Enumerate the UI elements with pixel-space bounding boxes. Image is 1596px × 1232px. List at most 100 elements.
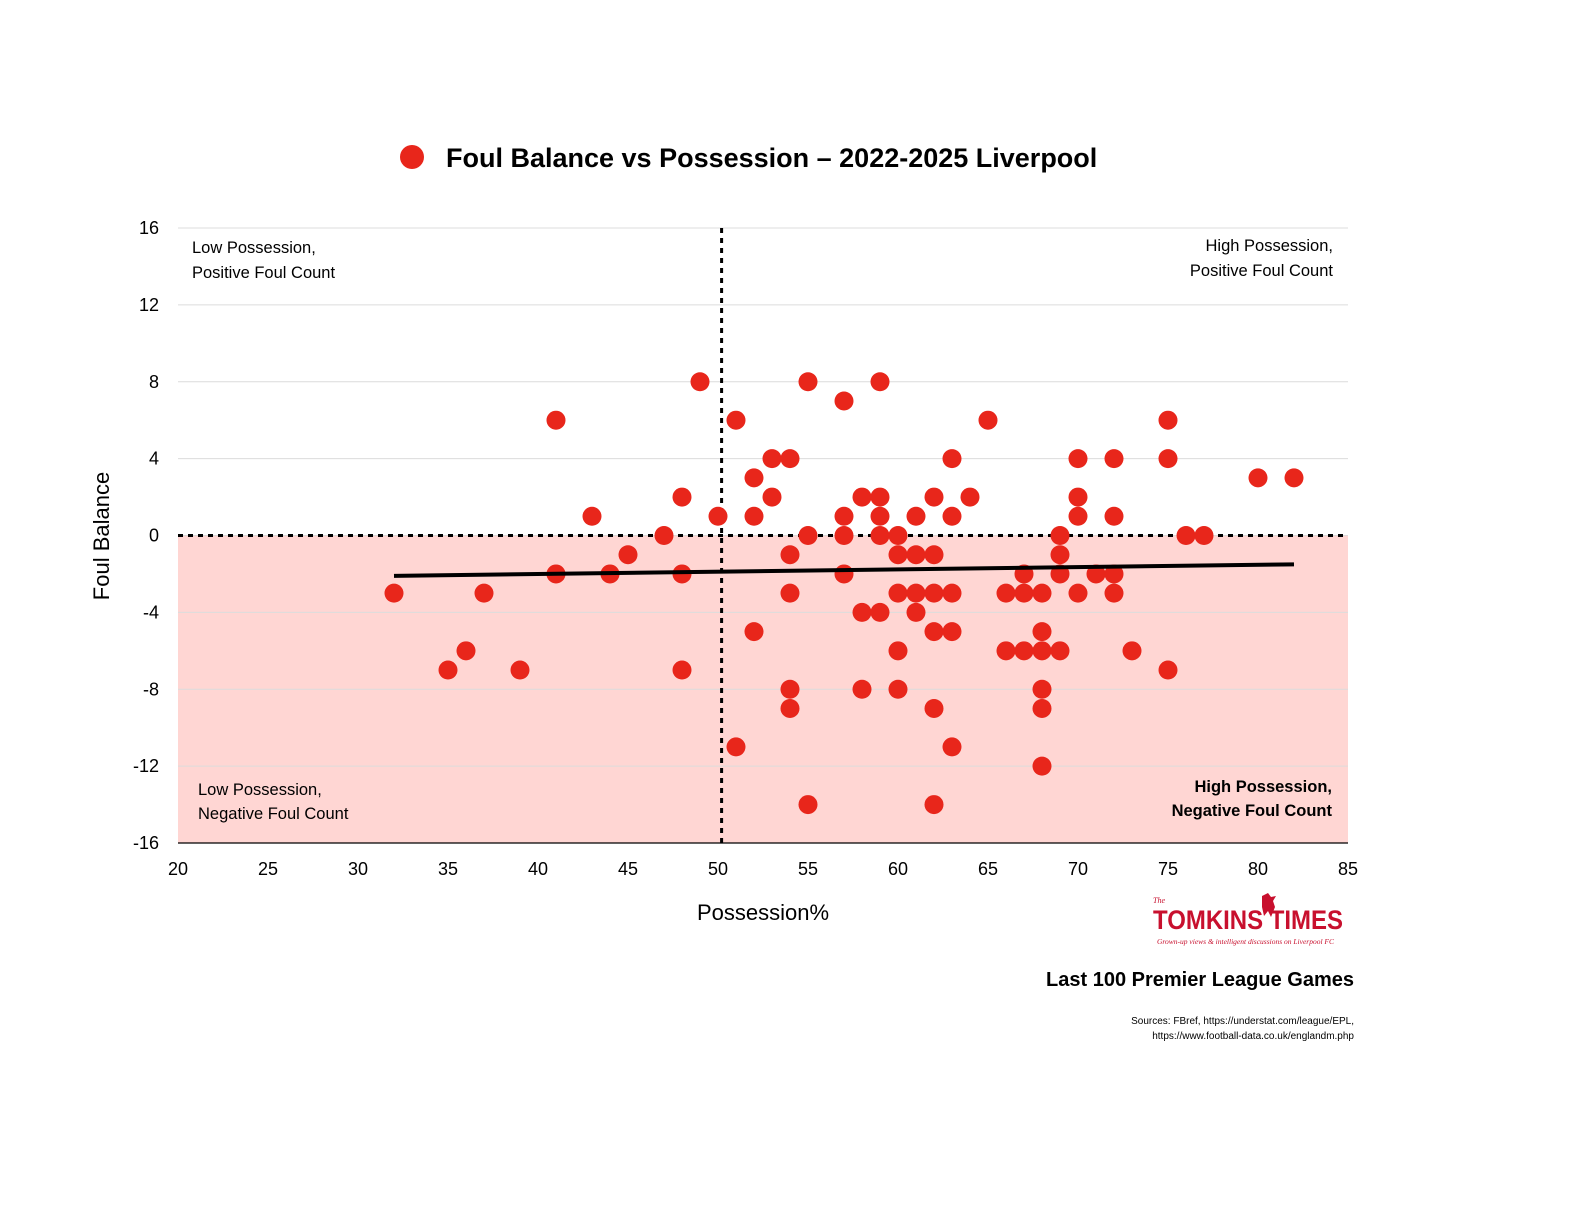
data-point: [798, 795, 818, 815]
data-point: [744, 622, 764, 642]
data-point: [438, 660, 458, 680]
quadrant-bottom-left-line-2: Negative Foul Count: [198, 805, 349, 823]
data-point: [942, 506, 962, 526]
data-point: [1014, 583, 1034, 603]
logo-tagline: Grown-up views & intelligent discussions…: [1157, 937, 1335, 946]
data-points: [384, 372, 1304, 815]
x-tick-label: 35: [438, 859, 458, 879]
data-point: [888, 545, 908, 565]
data-point: [1194, 526, 1214, 545]
data-point: [1068, 487, 1088, 507]
data-point: [672, 660, 692, 680]
data-point: [996, 583, 1016, 603]
data-point: [798, 372, 818, 392]
x-tick-label: 25: [258, 859, 278, 879]
x-tick-label: 70: [1068, 859, 1088, 879]
data-point: [384, 583, 404, 603]
x-tick-label: 45: [618, 859, 638, 879]
y-tick-label: -16: [133, 833, 159, 853]
data-point: [834, 391, 854, 411]
data-point: [870, 372, 890, 392]
data-point: [924, 622, 944, 642]
data-point: [942, 583, 962, 603]
data-point: [474, 583, 494, 603]
data-point: [996, 641, 1016, 661]
data-point: [1050, 526, 1070, 545]
data-point: [834, 526, 854, 545]
data-point: [1104, 564, 1124, 584]
quadrant-bottom-right-line-1: High Possession,: [1194, 778, 1332, 796]
data-point: [762, 487, 782, 507]
data-point: [942, 622, 962, 642]
data-point: [1032, 622, 1052, 642]
logo-name-text: TOMKINS TIMES: [1153, 905, 1343, 935]
trendline: [393, 562, 1295, 578]
quadrant-top-left-line-1: Low Possession,: [192, 239, 316, 257]
data-point: [798, 526, 818, 545]
data-point: [1032, 756, 1052, 776]
data-point: [1014, 641, 1034, 661]
data-point: [924, 795, 944, 815]
data-point: [870, 602, 890, 622]
data-point: [510, 660, 530, 680]
data-point: [1158, 410, 1178, 430]
data-point: [1032, 679, 1052, 699]
quadrant-top-right-line-2: Positive Foul Count: [1190, 262, 1333, 280]
gridlines: [178, 227, 1348, 767]
data-point: [852, 679, 872, 699]
data-point: [780, 679, 800, 699]
data-point: [1158, 449, 1178, 469]
data-point: [1176, 526, 1196, 545]
data-point: [1248, 468, 1268, 488]
data-point: [762, 449, 782, 469]
data-point: [1122, 641, 1142, 661]
data-point: [888, 641, 908, 661]
y-tick-label: 12: [139, 295, 159, 315]
data-point: [1068, 506, 1088, 526]
data-point: [924, 698, 944, 718]
data-point: [924, 583, 944, 603]
data-point: [654, 526, 674, 545]
data-point: [1104, 506, 1124, 526]
data-point: [546, 410, 566, 430]
x-axis-title: Possession%: [697, 900, 829, 925]
data-point: [978, 410, 998, 430]
data-point: [780, 449, 800, 469]
data-point: [1158, 660, 1178, 680]
data-point: [924, 487, 944, 507]
data-point: [780, 698, 800, 718]
data-point: [906, 506, 926, 526]
data-point: [834, 564, 854, 584]
data-point: [456, 641, 476, 661]
data-point: [906, 602, 926, 622]
quadrant-bottom-right-line-2: Negative Foul Count: [1172, 802, 1333, 820]
x-tick-label: 55: [798, 859, 818, 879]
y-tick-label: -12: [133, 756, 159, 776]
data-point: [888, 679, 908, 699]
sources-line-2: https://www.football-data.co.uk/englandm…: [1152, 1031, 1354, 1042]
data-point: [870, 487, 890, 507]
x-tick-label: 20: [168, 859, 188, 879]
data-point: [744, 468, 764, 488]
data-point: [618, 545, 638, 565]
data-point: [690, 372, 710, 392]
logo-the-text: The: [1153, 896, 1165, 905]
data-point: [1086, 564, 1106, 584]
y-axis-title: Foul Balance: [89, 472, 114, 600]
quadrant-bottom-left-line-1: Low Possession,: [198, 781, 322, 799]
data-point: [780, 545, 800, 565]
data-point: [726, 410, 746, 430]
data-point: [1050, 545, 1070, 565]
data-point: [924, 545, 944, 565]
x-tick-label: 60: [888, 859, 908, 879]
chart-subtitle: Last 100 Premier League Games: [1046, 969, 1354, 991]
data-point: [726, 737, 746, 757]
data-point: [582, 506, 602, 526]
y-tick-label: -4: [143, 602, 159, 622]
x-tick-label: 30: [348, 859, 368, 879]
x-tick-label: 65: [978, 859, 998, 879]
data-point: [960, 487, 980, 507]
data-point: [942, 449, 962, 469]
legend-marker: [400, 145, 424, 169]
